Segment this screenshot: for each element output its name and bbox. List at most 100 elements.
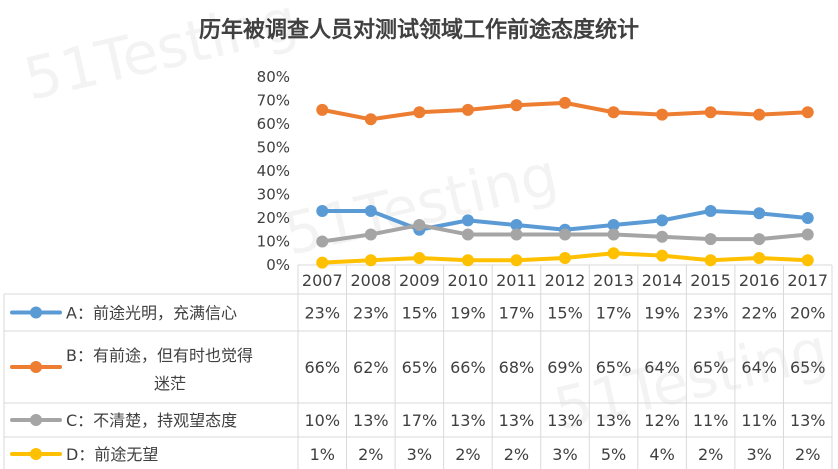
data-point [510,254,523,267]
data-label: 3% [746,445,771,464]
x-tick-label: 2015 [690,271,731,290]
data-point [753,108,766,121]
legend-label: B：有前途，但有时也觉得 [66,346,253,365]
y-tick-label: 20% [257,209,290,227]
data-label: 17% [499,304,535,323]
data-label: 22% [741,304,777,323]
legend-marker [30,414,42,426]
data-point [607,219,620,232]
data-label: 4% [649,445,674,464]
x-tick-label: 2011 [496,271,537,290]
data-point [656,230,669,243]
x-tick-label: 2017 [787,271,828,290]
legend-label: 迷茫 [154,374,186,393]
data-label: 2% [455,445,480,464]
x-tick-label: 2012 [545,271,586,290]
data-label: 64% [741,358,777,377]
data-point [364,228,377,241]
legend-marker [30,306,42,319]
data-label: 62% [353,358,389,377]
data-point [413,106,426,119]
data-point [704,254,717,267]
data-point [607,247,620,260]
y-tick-label: 50% [257,139,290,157]
data-label: 5% [601,445,626,464]
data-label: 23% [693,304,729,323]
data-point [461,228,474,241]
data-point [656,108,669,121]
data-point [559,228,571,241]
data-label: 17% [596,304,632,323]
data-label: 2% [698,445,723,464]
data-label: 19% [450,304,486,323]
data-point [559,251,571,264]
data-point [510,228,523,241]
data-label: 13% [353,411,389,430]
data-label: 65% [790,358,826,377]
data-label: 13% [499,411,535,430]
legend-marker [30,448,42,460]
data-point [316,256,329,269]
y-tick-label: 30% [257,186,290,204]
data-label: 65% [693,358,729,377]
data-point [753,233,766,246]
data-point [413,219,426,232]
data-point [413,251,426,264]
data-label: 66% [304,358,340,377]
data-table: 2007 2008 2009 2010 2011 2012 2013 2014 2015 2016… [3,264,833,469]
legend-marker [30,361,42,373]
data-point [316,103,329,116]
data-point [607,106,620,119]
data-point [461,214,474,227]
data-label: 11% [741,411,777,430]
x-tick-label: 2010 [448,271,489,290]
watermark-text: 51Testing [278,140,564,269]
legend-label: C：不清楚，持观望态度 [66,411,237,430]
data-point [461,103,474,116]
data-label: 15% [402,304,438,323]
chart-title: 历年被调查人员对测试领域工作前途态度统计 [199,17,639,43]
data-label: 19% [644,304,680,323]
data-label: 3% [407,445,432,464]
y-tick-label: 0% [266,256,290,274]
data-label: 13% [790,411,826,430]
data-label: 66% [450,358,486,377]
data-label: 12% [644,411,680,430]
data-point [801,212,814,224]
data-label: 13% [547,411,583,430]
y-tick-label: 40% [257,162,290,180]
data-point [656,214,669,227]
data-label: 15% [547,304,583,323]
x-tick-label: 2009 [399,271,440,290]
data-label: 17% [402,411,438,430]
x-tick-label: 2016 [739,271,780,290]
data-point [704,233,717,246]
data-point [801,254,814,267]
legend-label: D：前途无望 [66,445,158,464]
data-label: 11% [693,411,729,430]
data-point [510,99,523,112]
data-point [510,219,523,232]
data-point [559,96,571,109]
legend-label: A：前途光明，充满信心 [66,304,237,323]
data-label: 23% [353,304,389,323]
plot-area [316,96,814,269]
data-point [316,235,329,248]
data-label: 2% [795,445,820,464]
data-label: 65% [402,358,438,377]
watermark-layer: 51Testing 51Testing 51Testing [18,0,834,444]
data-label: 1% [310,445,335,464]
x-tick-label: 2013 [593,271,634,290]
data-label: 20% [790,304,826,323]
data-point [316,204,329,217]
y-tick-label: 70% [257,92,290,110]
data-label: 3% [552,445,577,464]
y-tick-label: 80% [257,68,290,86]
data-point [704,106,717,119]
data-label: 23% [304,304,340,323]
data-point [607,228,620,241]
data-point [801,106,814,119]
data-label: 13% [596,411,632,430]
data-label: 13% [450,411,486,430]
